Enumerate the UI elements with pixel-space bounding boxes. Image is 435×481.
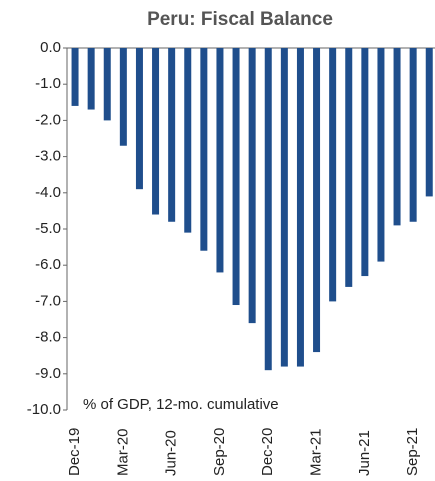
bar <box>135 48 143 190</box>
x-tick-label: Dec-19 <box>66 428 83 476</box>
bar <box>232 48 240 306</box>
chart-title: Peru: Fiscal Balance <box>147 9 333 30</box>
bar <box>168 48 176 222</box>
bar <box>280 48 288 367</box>
bar <box>200 48 208 251</box>
bar <box>377 48 385 262</box>
bar <box>119 48 127 146</box>
x-tick-label: Mar-20 <box>114 428 131 476</box>
y-tick-label: -7.0 <box>35 292 61 309</box>
y-tick-label: -8.0 <box>35 329 61 346</box>
bar <box>71 48 79 106</box>
x-tick-label: Mar-21 <box>308 428 325 476</box>
y-tick-label: -2.0 <box>35 111 61 128</box>
bar <box>103 48 111 121</box>
bar <box>393 48 401 226</box>
x-tick-label: Jun-21 <box>356 430 373 476</box>
bar <box>313 48 321 353</box>
bar <box>329 48 337 302</box>
annotation: % of GDP, 12-mo. cumulative <box>83 396 279 413</box>
bar <box>248 48 256 324</box>
bar <box>184 48 192 233</box>
bar <box>409 48 417 222</box>
bar <box>264 48 272 371</box>
x-tick-label: Jun-20 <box>163 430 180 476</box>
y-tick-label: -3.0 <box>35 148 61 165</box>
bar <box>425 48 433 197</box>
bar <box>216 48 224 273</box>
y-tick-label: -5.0 <box>35 220 61 237</box>
bar <box>87 48 95 110</box>
y-tick-label: -10.0 <box>27 401 61 418</box>
y-tick-label: -9.0 <box>35 365 61 382</box>
bar <box>361 48 369 277</box>
x-tick-label: Sep-20 <box>211 428 228 476</box>
y-tick-label: -6.0 <box>35 256 61 273</box>
x-tick-label: Dec-20 <box>259 428 276 476</box>
x-tick-label: Sep-21 <box>404 428 421 476</box>
bar <box>345 48 353 287</box>
bar <box>152 48 160 215</box>
y-tick-label: 0.0 <box>40 39 61 56</box>
y-tick-label: -4.0 <box>35 184 61 201</box>
bar <box>296 48 304 367</box>
y-tick-label: -1.0 <box>35 75 61 92</box>
